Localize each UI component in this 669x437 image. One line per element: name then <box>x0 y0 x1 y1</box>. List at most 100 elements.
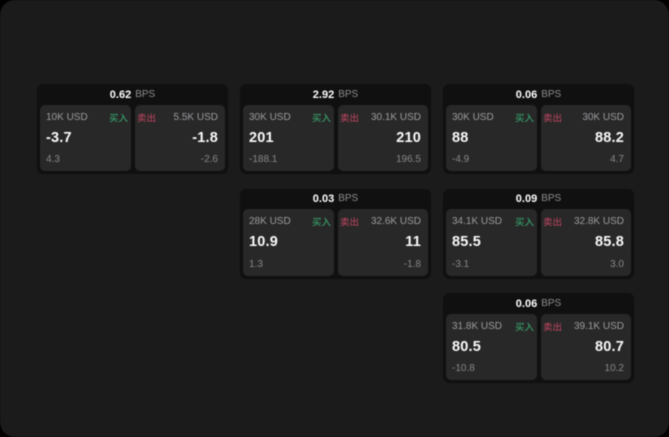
buy-label-glyph-use <box>312 217 331 227</box>
sell-quote-tile[interactable]: 卖出 32.8K USD 85.8 3.0 <box>540 209 631 276</box>
buy-price: 10.9 <box>249 234 279 250</box>
quote-card: 0.06 BPS 30K USD 买入 88 -4.9 卖出 30K USD 8… <box>443 84 634 174</box>
sell-side-label: 卖出 <box>543 322 562 332</box>
buy-delta: -10.8 <box>452 363 475 374</box>
spread-unit: BPS <box>135 88 156 100</box>
buy-label-glyph <box>312 113 331 122</box>
sell-price: 11 <box>405 234 421 250</box>
buy-quote-tile[interactable]: 34.1K USD 买入 85.5 -3.1 <box>446 209 537 276</box>
buy-tile-header: 10K USD 买入 <box>46 112 128 124</box>
sell-price: 80.7 <box>594 338 624 355</box>
sell-quote-tile[interactable]: 卖出 5.5K USD -1.8 -2.6 <box>134 104 225 171</box>
card-header: 0.09 BPS <box>446 192 631 210</box>
sell-amount: 32.8K USD <box>573 216 624 227</box>
spread-value: 2.92 <box>312 88 335 101</box>
buy-label-glyph <box>312 217 331 227</box>
sell-label-glyph <box>543 113 561 122</box>
sell-label-glyph-use <box>340 113 358 122</box>
sell-label-glyph <box>543 322 561 331</box>
sell-delta: 3.0 <box>610 258 624 270</box>
card-header: 2.92 BPS <box>243 87 428 105</box>
sell-tile-header: 卖出 39.1K USD <box>543 320 624 333</box>
quote-card: 2.92 BPS 30K USD 买入 201 -188.1 卖出 30.1K … <box>240 84 431 174</box>
buy-tile-header: 30K USD 买入 <box>249 112 331 124</box>
buy-quote-tile[interactable]: 30K USD 买入 88 -4.9 <box>446 104 537 171</box>
buy-quote-tile[interactable]: 28K USD 买入 10.9 1.3 <box>243 209 334 276</box>
sell-label-glyph <box>543 217 561 227</box>
buy-side-label: 买入 <box>515 322 534 332</box>
sell-tile-header: 卖出 30K USD <box>543 111 624 124</box>
sell-tile-header: 卖出 32.8K USD <box>543 216 624 228</box>
card-body: 30K USD 买入 88 -4.9 卖出 30K USD 88.2 4.7 <box>446 104 631 171</box>
card-body: 30K USD 买入 201 -188.1 卖出 30.1K USD 210 1… <box>243 104 428 171</box>
buy-label-glyph <box>515 322 534 331</box>
sell-label-glyph-use <box>137 113 155 122</box>
sell-amount: 30K USD <box>582 111 624 123</box>
buy-side-label: 买入 <box>515 113 534 123</box>
buy-side-label: 买入 <box>515 217 534 227</box>
sell-label-glyph-use <box>543 113 561 122</box>
buy-tile-header: 34.1K USD 买入 <box>452 216 534 228</box>
buy-delta: -3.1 <box>452 258 470 270</box>
sell-label-glyph-use <box>340 217 358 227</box>
buy-amount: 10K USD <box>46 111 88 123</box>
sell-tile-header: 卖出 5.5K USD <box>137 111 218 124</box>
sell-delta: 10.2 <box>604 363 624 374</box>
buy-label-glyph-use <box>109 113 128 122</box>
quotes-grid: 0.62 BPS 10K USD 买入 -3.7 4.3 卖出 5.5K USD… <box>37 84 634 383</box>
sell-price: 210 <box>396 129 421 146</box>
spread-value: 0.09 <box>515 193 538 206</box>
buy-side-label: 买入 <box>109 113 128 123</box>
buy-price: 201 <box>249 129 274 146</box>
card-header: 0.06 BPS <box>446 87 631 105</box>
sell-amount: 5.5K USD <box>173 111 218 123</box>
sell-quote-tile[interactable]: 卖出 32.6K USD 11 -1.8 <box>337 209 428 276</box>
buy-amount: 28K USD <box>249 216 291 227</box>
spread-value: 0.62 <box>109 88 132 101</box>
sell-label-glyph <box>137 113 155 122</box>
sell-side-label: 卖出 <box>543 217 562 227</box>
buy-side-label: 买入 <box>312 113 331 123</box>
buy-tile-header: 30K USD 买入 <box>452 112 534 124</box>
card-header: 0.03 BPS <box>243 192 428 210</box>
sell-side-label: 卖出 <box>543 113 562 123</box>
buy-label-glyph-use <box>515 113 534 122</box>
buy-quote-tile[interactable]: 30K USD 买入 201 -188.1 <box>243 104 334 171</box>
sell-quote-tile[interactable]: 卖出 30.1K USD 210 196.5 <box>337 104 428 171</box>
buy-price: 80.5 <box>452 338 482 355</box>
sell-label-glyph <box>340 113 358 122</box>
sell-amount: 30.1K USD <box>370 111 421 123</box>
sell-price: -1.8 <box>192 129 218 146</box>
buy-delta: -4.9 <box>452 154 470 165</box>
buy-amount: 30K USD <box>452 111 494 123</box>
sell-delta: 196.5 <box>395 154 421 165</box>
buy-amount: 31.8K USD <box>452 320 503 332</box>
spread-value: 0.06 <box>515 88 538 101</box>
buy-quote-tile[interactable]: 31.8K USD 买入 80.5 -10.8 <box>446 313 537 380</box>
quote-card: 0.06 BPS 31.8K USD 买入 80.5 -10.8 卖出 39.1… <box>443 293 634 383</box>
buy-label-glyph <box>109 113 128 122</box>
buy-label-glyph <box>515 217 534 227</box>
sell-tile-header: 卖出 32.6K USD <box>340 216 421 228</box>
sell-tile-header: 卖出 30.1K USD <box>340 111 421 124</box>
sell-delta: -2.6 <box>200 154 218 165</box>
card-header: 0.62 BPS <box>40 87 225 105</box>
sell-quote-tile[interactable]: 卖出 39.1K USD 80.7 10.2 <box>540 313 631 380</box>
quote-card: 0.62 BPS 10K USD 买入 -3.7 4.3 卖出 5.5K USD… <box>37 84 228 174</box>
card-header: 0.06 BPS <box>446 296 631 314</box>
buy-delta: -188.1 <box>249 154 278 165</box>
sell-price: 85.8 <box>594 234 624 250</box>
buy-price: 85.5 <box>452 234 482 250</box>
card-body: 34.1K USD 买入 85.5 -3.1 卖出 32.8K USD 85.8… <box>446 209 631 276</box>
sell-amount: 39.1K USD <box>573 320 624 332</box>
sell-side-label: 卖出 <box>137 113 156 123</box>
quote-card: 0.09 BPS 34.1K USD 买入 85.5 -3.1 卖出 32.8K… <box>443 188 634 279</box>
sell-quote-tile[interactable]: 卖出 30K USD 88.2 4.7 <box>540 104 631 171</box>
buy-quote-tile[interactable]: 10K USD 买入 -3.7 4.3 <box>40 104 131 171</box>
spread-value: 0.03 <box>312 193 335 206</box>
sell-amount: 32.6K USD <box>370 216 421 227</box>
buy-price: -3.7 <box>46 129 72 146</box>
buy-tile-header: 28K USD 买入 <box>249 216 331 228</box>
spread-unit: BPS <box>541 297 562 309</box>
